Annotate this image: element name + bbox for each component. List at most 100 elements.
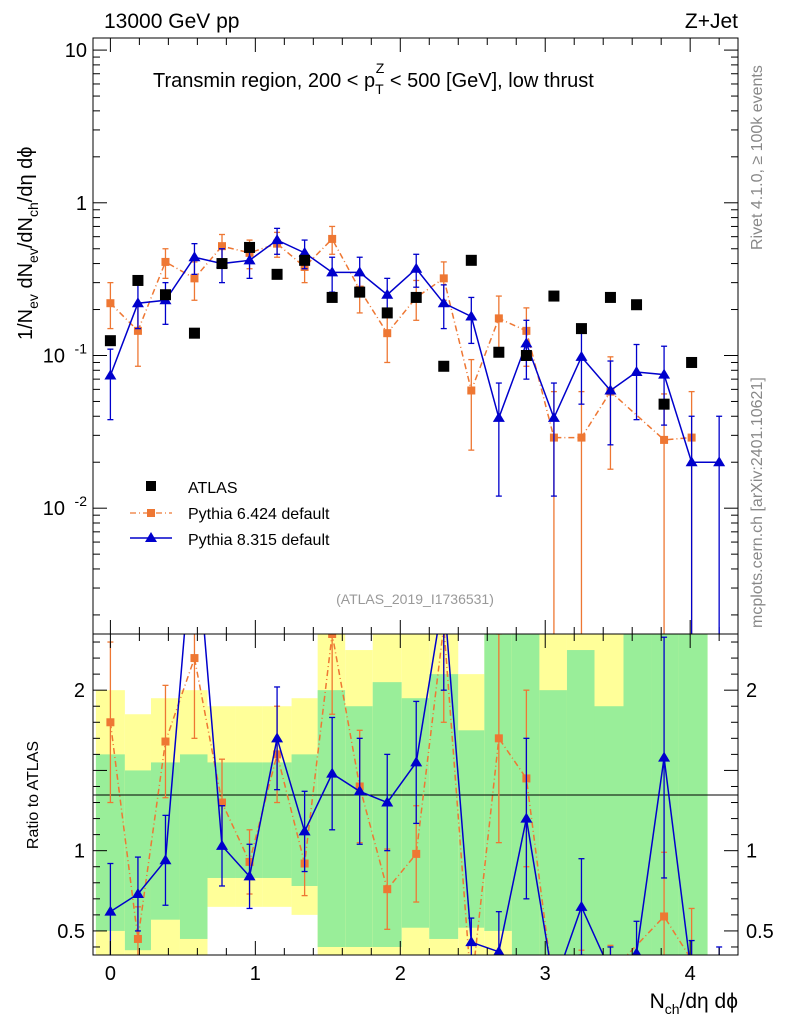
point-atlas (188, 327, 200, 339)
ratio-frame (92, 633, 739, 956)
legend-label-pythia8: Pythia 8.315 default (188, 532, 330, 549)
ratio-point-pythia8 (216, 839, 228, 850)
rivet-label: Rivet 4.1.0, ≥ 100k events (749, 65, 766, 250)
legend-label-atlas: ATLAS (188, 480, 238, 497)
watermark: (ATLAS_2019_I1736531) (336, 591, 494, 607)
point-pythia8 (131, 297, 144, 308)
point-pythia6 (383, 329, 392, 338)
uncertainty-band-inner (594, 706, 624, 955)
legend-marker-atlas (146, 481, 156, 491)
series-line-pythia6 (109, 237, 692, 441)
point-atlas (159, 289, 171, 301)
mcplots-label: mcplots.cern.ch [arXiv:2401.10621] (749, 377, 766, 628)
ratio-point-pythia6 (494, 734, 503, 743)
uncertainty-band-inner (179, 754, 208, 939)
point-atlas (326, 291, 338, 303)
point-atlas (631, 299, 643, 311)
point-pythia6 (660, 435, 669, 444)
ratio-point-pythia6 (440, 622, 448, 630)
legend: ATLAS Pythia 6.424 default Pythia 8.315 … (130, 480, 330, 549)
main-series (104, 225, 726, 660)
point-atlas (132, 274, 144, 286)
point-pythia6 (494, 314, 503, 323)
ratio-point-pythia6 (133, 934, 142, 943)
uncertainty-band-inner (484, 634, 512, 931)
ratio-y-tick-label: 2 (746, 680, 757, 702)
y-tick-label: 10 (65, 40, 87, 62)
main-panel: Transmin region, 200 < pTZ < 500 [GeV], … (15, 37, 739, 660)
main-title: Transmin region, 200 < pTZ < 500 [GeV], … (153, 60, 594, 97)
ratio-point-pythia8 (298, 825, 311, 836)
uncertainty-band-inner (539, 690, 567, 955)
point-pythia8 (353, 266, 366, 277)
header-right: Z+Jet (685, 10, 738, 33)
ratio-point-pythia8 (131, 888, 144, 899)
point-pythia8 (685, 456, 698, 467)
ratio-point-pythia8 (353, 785, 366, 796)
ratio-point-pythia6 (606, 969, 614, 977)
point-pythia8 (465, 310, 478, 321)
point-pythia8 (298, 246, 311, 257)
y-tick-label: 10 (43, 498, 65, 520)
uncertainty-band-inner (345, 706, 373, 947)
ratio-point-pythia6 (467, 985, 475, 993)
ratio-y-tick-label: 2 (74, 680, 85, 702)
x-tick-label: 2 (395, 963, 406, 985)
ratio-y-tick-label: 0.5 (57, 921, 85, 943)
point-pythia8 (271, 234, 284, 245)
ratio-point-pythia6 (550, 988, 558, 996)
ratio-point-pythia8 (326, 767, 339, 778)
legend-label-pythia6: Pythia 6.424 default (188, 506, 330, 523)
point-pythia6 (133, 326, 142, 335)
ratio-y-axis: 2 2 1 1 0.5 0.5 (57, 641, 774, 948)
main-y-axis: 10 1 10 -1 10 -2 (43, 40, 738, 616)
ratio-point-pythia6 (660, 912, 669, 921)
point-atlas (714, 649, 725, 660)
ratio-y-tick-label: 1 (74, 841, 85, 863)
ratio-x-axis: 0 1 2 3 4 (105, 634, 720, 985)
point-atlas (658, 398, 670, 410)
point-pythia8 (381, 288, 394, 299)
header-left: 13000 GeV pp (104, 10, 239, 33)
point-pythia8 (410, 262, 423, 273)
point-pythia8 (104, 369, 117, 380)
point-pythia8 (547, 411, 560, 422)
point-pythia6 (190, 274, 199, 283)
y-tick-label: 10 (43, 345, 65, 367)
main-x-ticks (109, 38, 720, 634)
point-atlas (575, 323, 587, 335)
x-tick-label: 4 (685, 963, 696, 985)
ratio-series (104, 622, 723, 996)
ratio-panel: 2 2 1 1 0.5 0.5 0 1 2 3 4 Ratio to ATLAS Nch/dη d… (25, 622, 774, 1017)
point-atlas (271, 268, 283, 280)
ratio-point-pythia8 (159, 854, 172, 865)
ratio-point-pythia8 (243, 870, 256, 881)
point-pythia8 (188, 251, 201, 262)
ratio-point-pythia6 (412, 849, 421, 858)
point-atlas (244, 241, 256, 253)
ratio-point-pythia8 (631, 947, 642, 955)
x-tick-label: 0 (105, 963, 116, 985)
point-atlas (410, 291, 422, 303)
ratio-point-pythia8 (465, 936, 478, 947)
uncertainty-band-inner (401, 698, 430, 928)
ratio-point-pythia8 (658, 751, 671, 762)
point-pythia8 (437, 297, 450, 308)
point-pythia8 (604, 384, 617, 395)
point-pythia8 (243, 254, 256, 265)
point-pythia8 (520, 337, 533, 348)
main-ylabel: 1/Nev dNev/dNch/dη dϕ (15, 147, 41, 340)
point-atlas (381, 307, 393, 319)
ratio-point-pythia6 (190, 654, 199, 663)
point-pythia6 (161, 257, 170, 266)
point-pythia6 (439, 274, 448, 283)
point-atlas (493, 346, 505, 358)
y-tick-label-exponent: -1 (75, 340, 88, 356)
point-pythia8 (492, 411, 505, 422)
point-atlas (686, 356, 698, 368)
point-pythia6 (577, 433, 586, 442)
ratio-point-pythia8 (381, 796, 394, 807)
point-atlas (354, 286, 366, 298)
point-atlas (299, 254, 311, 266)
